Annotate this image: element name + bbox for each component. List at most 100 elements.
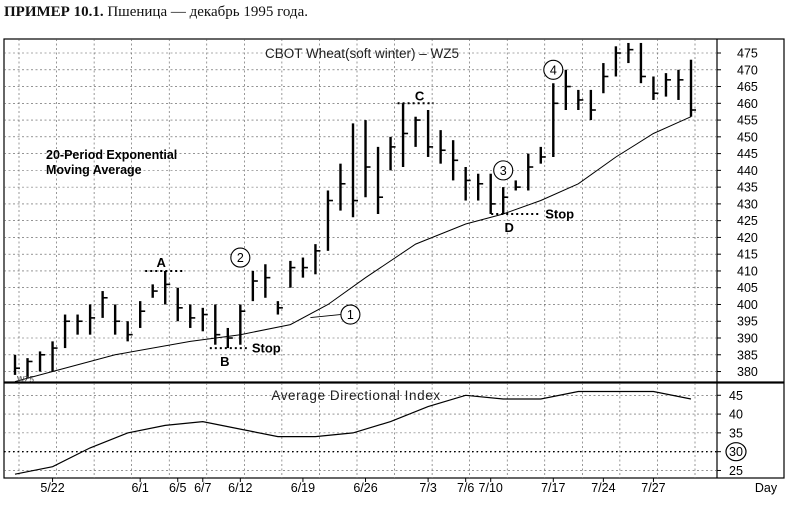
price-tick-label: 465 <box>737 80 758 94</box>
caption-text: Пшеница — декабрь 1995 года. <box>107 4 308 20</box>
ohlc-bar <box>201 307 208 332</box>
caption-number: ПРИМЕР 10.1. <box>4 4 104 20</box>
ohlc-bar <box>151 284 158 298</box>
ohlc-bar <box>426 110 434 157</box>
ohlc-bar <box>664 73 671 97</box>
marker-number: 4 <box>550 63 557 77</box>
highlight-circle <box>725 442 747 462</box>
ohlc-bar <box>164 270 171 305</box>
ohlc-bar <box>414 116 421 147</box>
stop-label-d: Stop <box>545 206 574 221</box>
price-tick-label: 410 <box>737 264 758 278</box>
price-tick-label: 420 <box>737 231 758 245</box>
x-axis-label: Day <box>755 481 778 495</box>
date-tick-label: 6/19 <box>291 481 315 495</box>
ohlc-bar <box>564 69 571 111</box>
adx-panel-frame <box>3 382 785 479</box>
price-tick-label: 400 <box>737 298 758 312</box>
label-d: D <box>505 220 514 235</box>
ohlc-bar <box>639 42 646 84</box>
ohlc-bar <box>289 260 296 288</box>
ohlc-bar <box>63 314 71 349</box>
price-tick-label: 430 <box>737 197 758 211</box>
ohlc-bar <box>351 123 358 218</box>
ohlc-bar <box>376 146 384 214</box>
ohlc-bar <box>239 304 246 345</box>
label-c: C <box>415 88 425 103</box>
ohlc-bars <box>13 42 696 379</box>
ohlc-bar <box>26 358 33 379</box>
ohlc-bar <box>614 46 621 77</box>
price-tick-label: 440 <box>737 164 758 178</box>
price-tick-label: 415 <box>737 248 758 262</box>
annotations: A B Stop C D Stop 1 2 3 4 <box>145 59 574 369</box>
price-panel-frame <box>3 38 785 383</box>
price-tick-label: 455 <box>737 114 758 128</box>
ohlc-bar <box>552 83 559 157</box>
price-tick-label: 390 <box>737 332 758 346</box>
ohlc-bar <box>176 287 183 322</box>
adx-line <box>14 390 692 475</box>
ohlc-bar <box>489 173 496 214</box>
price-tick-label: 445 <box>737 147 758 161</box>
date-tick-label: 6/7 <box>194 481 211 495</box>
price-tick-label: 475 <box>737 47 758 61</box>
price-tick-label: 460 <box>737 97 758 111</box>
ohlc-bar <box>439 130 446 164</box>
price-tick-label: 405 <box>737 281 758 295</box>
contract-tag: WZ5 <box>17 375 34 384</box>
ohlc-bar <box>527 153 534 191</box>
ohlc-bar <box>677 69 684 100</box>
ema-line <box>14 116 692 383</box>
ohlc-bar <box>214 304 221 345</box>
ohlc-bar <box>627 42 634 64</box>
ohlc-bar <box>689 59 696 117</box>
date-tick-label: 7/24 <box>591 481 615 495</box>
date-tick-label: 7/27 <box>641 481 665 495</box>
date-tick-label: 7/6 <box>457 481 474 495</box>
adx-tick-label: 30 <box>729 445 743 459</box>
date-tick-label: 6/12 <box>228 481 252 495</box>
price-tick-label: 450 <box>737 130 758 144</box>
price-tick-label: 395 <box>737 315 758 329</box>
ohlc-bar <box>476 173 484 201</box>
marker-leader <box>310 314 341 318</box>
ohlc-bar <box>13 354 20 375</box>
marker-number: 2 <box>237 251 244 265</box>
stop-label-b: Stop <box>252 341 281 356</box>
ohlc-bar <box>301 257 308 278</box>
figure-caption: ПРИМЕР 10.1. Пшеница — декабрь 1995 года… <box>4 2 308 22</box>
ohlc-bar <box>577 89 584 111</box>
price-tick-label: 435 <box>737 181 758 195</box>
marker-circle <box>340 304 361 325</box>
ohlc-bar <box>189 304 196 328</box>
adx-tick-label: 35 <box>729 426 743 440</box>
ohlc-bar <box>502 187 509 214</box>
ohlc-bar <box>589 89 596 121</box>
ohlc-bar <box>226 327 233 349</box>
date-tick-label: 6/5 <box>169 481 186 495</box>
price-tick-label: 425 <box>737 214 758 228</box>
price-tick-label: 470 <box>737 63 758 77</box>
price-tick-label: 385 <box>737 348 758 362</box>
ohlc-bar <box>326 190 333 251</box>
ohlc-bar <box>451 140 459 181</box>
label-b: B <box>220 354 229 369</box>
ohlc-bar <box>126 321 133 342</box>
date-tick-label: 5/22 <box>40 481 64 495</box>
ohlc-bar <box>602 63 609 94</box>
ohlc-bar <box>652 76 659 100</box>
ohlc-bar <box>101 291 108 318</box>
ema-legend-line-1: 20-Period Exponential <box>46 148 177 162</box>
label-a: A <box>157 255 167 270</box>
ohlc-bar <box>276 301 283 315</box>
ohlc-bar <box>251 270 258 302</box>
adx-tick-label: 25 <box>729 464 743 478</box>
marker-circle <box>230 247 251 268</box>
ohlc-bar <box>364 120 371 198</box>
ohlc-bar <box>401 103 409 168</box>
ohlc-bar <box>389 136 396 171</box>
adx-chart-title: Average Directional Index <box>271 388 440 403</box>
ema-legend-line-2: Moving Average <box>46 163 142 177</box>
